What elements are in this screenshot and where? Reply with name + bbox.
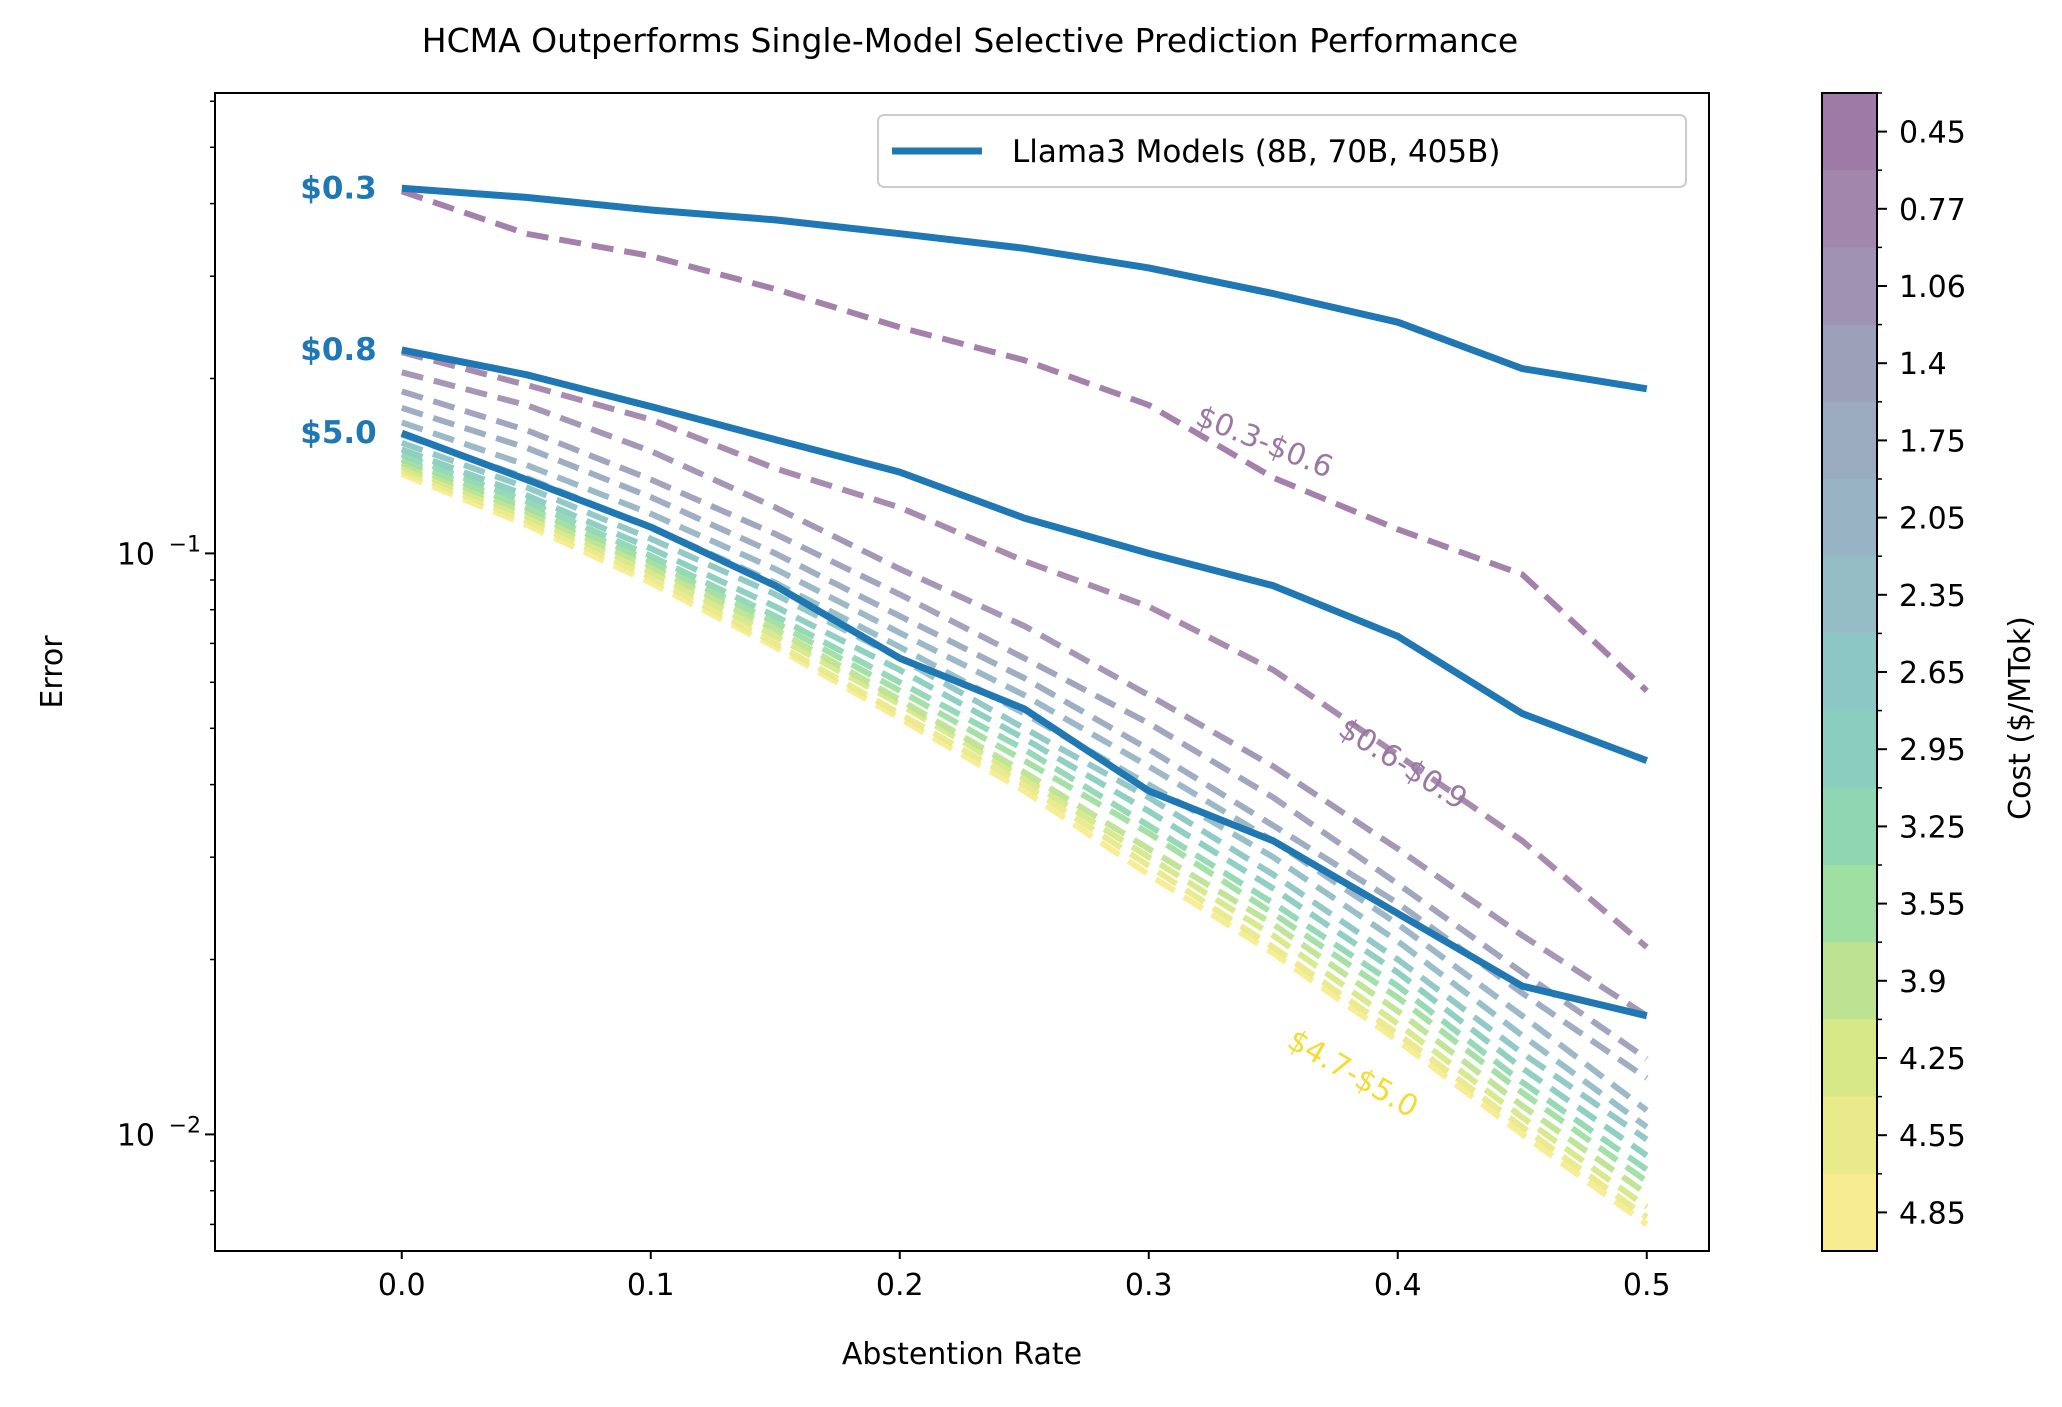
y-tick-exponent: −2 — [169, 1113, 201, 1138]
colorbar-segment — [1822, 556, 1877, 634]
colorbar-tick-label: 2.65 — [1899, 656, 1966, 691]
colorbar-tick-label: 0.77 — [1899, 193, 1966, 228]
hcma-curve-3_25 — [400, 451, 1649, 1173]
colorbar-tick-label: 4.85 — [1899, 1196, 1966, 1231]
colorbar-tick-label: 2.35 — [1899, 579, 1966, 614]
x-tick-label: 0.0 — [378, 1268, 426, 1303]
x-tick-label: 0.4 — [1374, 1268, 1422, 1303]
colorbar-segment — [1822, 1173, 1877, 1252]
hcma-curve-4_25 — [400, 463, 1649, 1210]
legend-box — [877, 114, 1687, 188]
hcma-curve-4_55 — [400, 467, 1649, 1220]
colorbar-tick-label: 1.4 — [1899, 347, 1947, 382]
legend: Llama3 Models (8B, 70B, 405B) — [877, 114, 1687, 188]
hcma-curve-2_35 — [400, 431, 1649, 1130]
legend-label: Llama3 Models (8B, 70B, 405B) — [1012, 134, 1500, 170]
x-tick-label: 0.5 — [1623, 1268, 1671, 1303]
series-cost-label: $0.3 — [300, 170, 377, 206]
hcma-curve-2_05 — [400, 419, 1649, 1113]
series-line-llama3-8b — [401, 184, 1648, 393]
colorbar-segment — [1822, 865, 1877, 943]
colorbar-tick-label: 0.45 — [1899, 116, 1966, 151]
chart-title: HCMA Outperforms Single-Model Selective … — [422, 21, 1518, 60]
series-line-llama3-405b — [400, 429, 1648, 1020]
hcma-curve-0_77 — [401, 349, 1649, 950]
x-axis-label: Abstention Rate — [842, 1337, 1082, 1372]
colorbar-tick-label: 2.05 — [1899, 502, 1966, 537]
colorbar-segment — [1822, 1019, 1877, 1098]
series-cost-label: $0.8 — [300, 332, 377, 368]
curve-label: $0.6-$0.9 — [1332, 711, 1473, 817]
hcma-curve-0_45 — [400, 188, 1649, 693]
colorbar-segment — [1822, 710, 1877, 789]
series-line-llama3-70b — [401, 346, 1649, 764]
colorbar-segment — [1822, 1096, 1877, 1175]
y-axis: 10 −1 10 −2 — [117, 100, 215, 1226]
colorbar-tick-label: 4.55 — [1899, 1119, 1966, 1154]
curve-label: $4.7-$5.0 — [1281, 1023, 1424, 1126]
colorbar-tick-label: 3.25 — [1899, 810, 1966, 845]
hcma-curve-4_85 — [400, 471, 1649, 1227]
hcma-curve-1_4 — [400, 388, 1649, 1062]
plot-area: $0.3$0.8$5.0 $0.3-$0.6$0.6-$0.9$4.7-$5.0 — [300, 170, 1649, 1227]
hcma-curve-3_9 — [400, 460, 1649, 1197]
x-tick-label: 0.2 — [876, 1268, 924, 1303]
hcma-curve-1_06 — [401, 369, 1649, 1019]
series-cost-label: $5.0 — [300, 415, 377, 451]
colorbar-tick-label: 3.9 — [1899, 965, 1947, 1000]
y-tick-base: 10 — [117, 537, 155, 572]
colorbar-segment — [1822, 479, 1877, 557]
colorbar-segment — [1822, 787, 1877, 866]
colorbar-segment — [1822, 93, 1877, 171]
colorbar-segment — [1822, 942, 1877, 1020]
y-axis-label: Error — [35, 635, 70, 709]
x-tick-label: 0.1 — [627, 1268, 675, 1303]
colorbar-tick-label: 3.55 — [1899, 888, 1966, 923]
colorbar-tick-label: 4.25 — [1899, 1042, 1966, 1077]
colorbar-label: Cost ($/MTok) — [2003, 616, 2038, 820]
colorbar-segment — [1822, 170, 1877, 248]
colorbar: 0.45 0.77 1.06 1.4 1.75 2.05 2.35 2.65 2.95 3.25 3… — [1821, 92, 1966, 1252]
colorbar-segment — [1822, 247, 1877, 326]
colorbar-tick-label: 2.95 — [1899, 733, 1966, 768]
colorbar-segment — [1822, 401, 1877, 480]
x-axis: 0.0 0.1 0.2 0.3 0.4 0.5 — [378, 1251, 1671, 1303]
y-tick-label: 10 −1 — [117, 532, 201, 572]
y-tick-base: 10 — [117, 1118, 155, 1153]
colorbar-tick-label: 1.06 — [1899, 270, 1966, 305]
y-tick-label: 10 −2 — [117, 1113, 201, 1153]
colorbar-segment — [1822, 324, 1877, 403]
hcma-curve-1_75 — [400, 405, 1649, 1081]
plot-frame — [214, 92, 1710, 1252]
colorbar-tick-label: 1.75 — [1899, 424, 1966, 459]
colorbar-segment — [1822, 633, 1877, 712]
y-tick-exponent: −1 — [169, 532, 201, 557]
x-tick-label: 0.3 — [1125, 1268, 1173, 1303]
